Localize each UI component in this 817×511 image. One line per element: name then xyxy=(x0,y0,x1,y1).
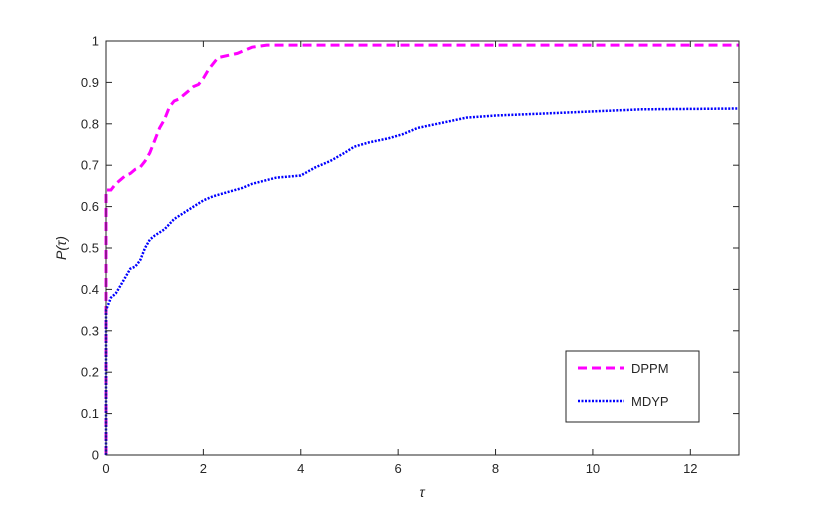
y-tick-label: 0.9 xyxy=(81,75,99,90)
y-tick-label: 0.8 xyxy=(81,116,99,131)
ticks-layer: 0 2 4 6 8 10 12 0 0.1 0.2 0.3 0.4 0.5 0.6 0.7 0.8 0.9 1 xyxy=(81,34,739,476)
plot-frame xyxy=(105,40,740,456)
y-tick-label: 0.2 xyxy=(81,365,99,380)
y-tick-label: 0.6 xyxy=(81,199,99,214)
y-tick-label: 0.7 xyxy=(81,158,99,173)
series-line-mdyp xyxy=(104,107,740,455)
x-tick-label: 6 xyxy=(395,461,402,476)
y-tick-label: 1 xyxy=(92,34,99,49)
y-axis-label: P(τ) xyxy=(53,236,69,260)
x-tick-label: 2 xyxy=(200,461,207,476)
legend-label-dppm: DPPM xyxy=(631,361,669,376)
series-layer xyxy=(104,43,740,455)
y-tick-label: 0.3 xyxy=(81,323,99,338)
legend-box xyxy=(565,350,700,423)
x-tick-label: 10 xyxy=(586,461,600,476)
x-tick-label: 8 xyxy=(492,461,499,476)
y-tick-label: 0.4 xyxy=(81,282,99,297)
x-axis-label: τ xyxy=(419,484,425,500)
x-tick-label: 12 xyxy=(683,461,697,476)
legend-label-mdyp: MDYP xyxy=(631,394,669,409)
legend: DPPM MDYP xyxy=(565,350,700,423)
x-tick-label: 0 xyxy=(102,461,109,476)
y-tick-label: 0 xyxy=(92,448,99,463)
x-tick-label: 4 xyxy=(297,461,304,476)
y-tick-label: 0.5 xyxy=(81,241,99,256)
series-line-dppm xyxy=(104,43,739,455)
y-tick-label: 0.1 xyxy=(81,406,99,421)
